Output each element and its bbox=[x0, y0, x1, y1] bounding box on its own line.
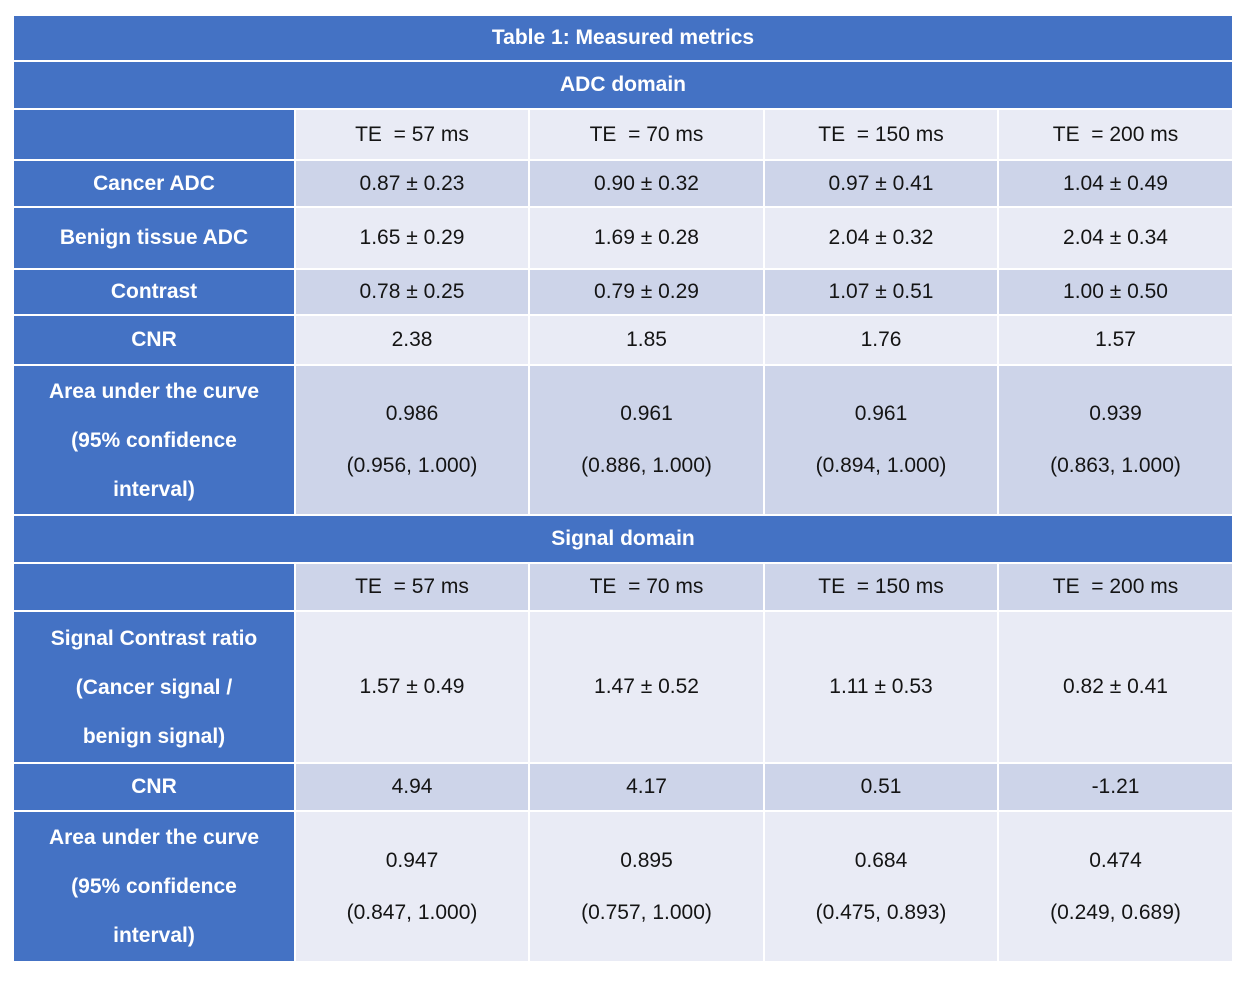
value-cell: 4.17 bbox=[530, 764, 763, 810]
auc-value: 0.961 bbox=[854, 402, 908, 425]
row-label-benign-adc: Benign tissue ADC bbox=[14, 208, 294, 268]
row-label-contrast: Contrast bbox=[14, 270, 294, 314]
auc-ci: (0.894, 1.000) bbox=[815, 454, 947, 477]
value-cell: 0.90 ± 0.32 bbox=[530, 161, 763, 206]
value-cell: 0.78 ± 0.25 bbox=[296, 270, 528, 314]
auc-value: 0.986 bbox=[385, 402, 439, 425]
value-cell: 0.79 ± 0.29 bbox=[530, 270, 763, 314]
value-cell: 0.961 (0.886, 1.000) bbox=[530, 366, 763, 514]
value-cell: 1.65 ± 0.29 bbox=[296, 208, 528, 268]
value-cell: 0.961 (0.894, 1.000) bbox=[765, 366, 997, 514]
row-label-cnr-adc: CNR bbox=[14, 316, 294, 364]
value-cell: 1.47 ± 0.52 bbox=[530, 612, 763, 762]
row-label-auc-signal: Area under the curve (95% confidence int… bbox=[14, 812, 294, 961]
value-cell: 0.97 ± 0.41 bbox=[765, 161, 997, 206]
row-label-signal-contrast-ratio: Signal Contrast ratio (Cancer signal / b… bbox=[14, 612, 294, 762]
auc-value: 0.947 bbox=[385, 848, 439, 872]
value-cell: 4.94 bbox=[296, 764, 528, 810]
value-cell: 0.939 (0.863, 1.000) bbox=[999, 366, 1232, 514]
value-cell: 0.82 ± 0.41 bbox=[999, 612, 1232, 762]
value-cell: 1.07 ± 0.51 bbox=[765, 270, 997, 314]
label-line: interval) bbox=[113, 477, 195, 501]
value-cell: -1.21 bbox=[999, 764, 1232, 810]
value-cell: 1.11 ± 0.53 bbox=[765, 612, 997, 762]
row-label-cnr-signal: CNR bbox=[14, 764, 294, 810]
col-header-te200-adc: TE = 200 ms bbox=[999, 110, 1232, 159]
measured-metrics-table: Table 1: Measured metrics ADC domain TE … bbox=[14, 16, 1232, 961]
auc-value: 0.939 bbox=[1089, 402, 1142, 425]
row-label-cancer-adc: Cancer ADC bbox=[14, 161, 294, 206]
value-cell: 0.87 ± 0.23 bbox=[296, 161, 528, 206]
auc-ci: (0.956, 1.000) bbox=[346, 454, 478, 477]
label-line: benign signal) bbox=[82, 724, 226, 748]
auc-value: 0.961 bbox=[620, 402, 673, 425]
corner-cell-adc bbox=[14, 110, 294, 159]
col-header-te57-signal: TE = 57 ms bbox=[296, 564, 528, 610]
value-cell: 2.04 ± 0.32 bbox=[765, 208, 997, 268]
value-cell: 1.57 bbox=[999, 316, 1232, 364]
corner-cell-signal bbox=[14, 564, 294, 610]
value-cell: 0.684 (0.475, 0.893) bbox=[765, 812, 997, 961]
value-cell: 1.69 ± 0.28 bbox=[530, 208, 763, 268]
col-header-te70-signal: TE = 70 ms bbox=[530, 564, 763, 610]
col-header-te150-signal: TE = 150 ms bbox=[765, 564, 997, 610]
col-header-te57-adc: TE = 57 ms bbox=[296, 110, 528, 159]
label-line: Area under the curve bbox=[48, 826, 260, 849]
value-cell: 1.85 bbox=[530, 316, 763, 364]
auc-ci: (0.863, 1.000) bbox=[1050, 454, 1181, 477]
table-title: Table 1: Measured metrics bbox=[14, 16, 1232, 60]
label-line: (95% confidence bbox=[71, 875, 237, 898]
section-header-signal: Signal domain bbox=[14, 516, 1232, 562]
col-header-te200-signal: TE = 200 ms bbox=[999, 564, 1232, 610]
value-cell: 2.04 ± 0.34 bbox=[999, 208, 1232, 268]
col-header-te70-adc: TE = 70 ms bbox=[530, 110, 763, 159]
section-header-adc: ADC domain bbox=[14, 62, 1232, 108]
auc-ci: (0.249, 0.689) bbox=[1050, 900, 1181, 924]
value-cell: 0.986 (0.956, 1.000) bbox=[296, 366, 528, 514]
value-cell: 2.38 bbox=[296, 316, 528, 364]
value-cell: 1.04 ± 0.49 bbox=[999, 161, 1232, 206]
col-header-te150-adc: TE = 150 ms bbox=[765, 110, 997, 159]
value-cell: 0.895 (0.757, 1.000) bbox=[530, 812, 763, 961]
label-line: (Cancer signal / bbox=[75, 675, 233, 699]
value-cell: 0.51 bbox=[765, 764, 997, 810]
auc-ci: (0.886, 1.000) bbox=[581, 454, 712, 477]
auc-value: 0.895 bbox=[620, 848, 673, 872]
value-cell: 1.76 bbox=[765, 316, 997, 364]
row-label-auc-adc: Area under the curve (95% confidence int… bbox=[14, 366, 294, 514]
auc-ci: (0.475, 0.893) bbox=[815, 900, 947, 924]
auc-ci: (0.847, 1.000) bbox=[346, 900, 478, 924]
value-cell: 0.474 (0.249, 0.689) bbox=[999, 812, 1232, 961]
label-line: Signal Contrast ratio bbox=[50, 626, 258, 650]
label-line: interval) bbox=[113, 924, 195, 947]
value-cell: 0.947 (0.847, 1.000) bbox=[296, 812, 528, 961]
auc-ci: (0.757, 1.000) bbox=[581, 900, 712, 924]
auc-value: 0.684 bbox=[854, 848, 908, 872]
auc-value: 0.474 bbox=[1089, 848, 1142, 872]
value-cell: 1.00 ± 0.50 bbox=[999, 270, 1232, 314]
value-cell: 1.57 ± 0.49 bbox=[296, 612, 528, 762]
label-line: Area under the curve bbox=[48, 379, 260, 403]
label-line: (95% confidence bbox=[71, 428, 237, 452]
